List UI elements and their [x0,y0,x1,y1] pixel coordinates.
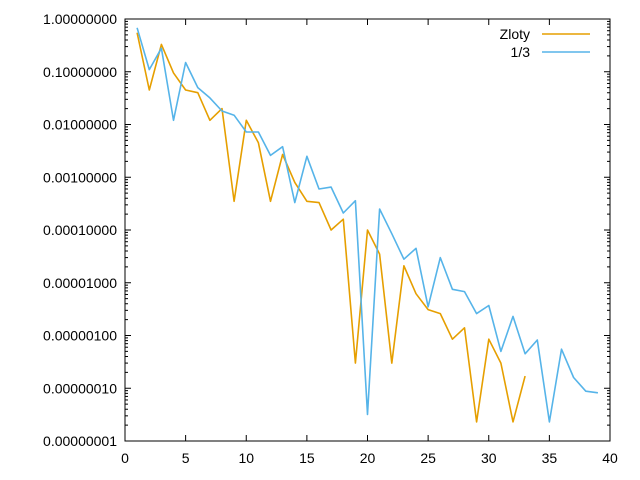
x-tick-label: 30 [481,450,497,466]
legend-label: Zloty [500,26,530,42]
x-tick-label: 10 [238,450,254,466]
series-line-1 [136,27,599,423]
series-line-0 [136,32,526,423]
x-tick-label: 40 [602,450,618,466]
x-tick-label: 15 [299,450,315,466]
legend-label: 1/3 [511,44,531,60]
y-tick-label: 0.00001000 [43,275,117,291]
y-tick-label: 1.00000000 [43,11,117,27]
axis-tick-labels: 0 5 10 15 20 25 30 35 40 1.00000000 0.10000000 0.01… [43,11,618,466]
y-tick-label: 0.10000000 [43,64,117,80]
y-tick-label: 0.00000100 [43,328,117,344]
y-tick-label: 0.01000000 [43,117,117,133]
legend: Zloty 1/3 [500,26,590,60]
x-tick-label: 20 [360,450,376,466]
plot-frame [124,18,611,442]
x-tick-label: 0 [121,450,129,466]
y-tick-label: 0.00010000 [43,222,117,238]
x-tick-label: 25 [420,450,436,466]
y-tick-label: 0.00100000 [43,169,117,185]
y-tick-label: 0.00000010 [43,380,117,396]
x-tick-label: 5 [182,450,190,466]
y-tick-label: 0.00000001 [43,433,117,449]
plot-series [136,27,599,423]
x-tick-label: 35 [542,450,558,466]
